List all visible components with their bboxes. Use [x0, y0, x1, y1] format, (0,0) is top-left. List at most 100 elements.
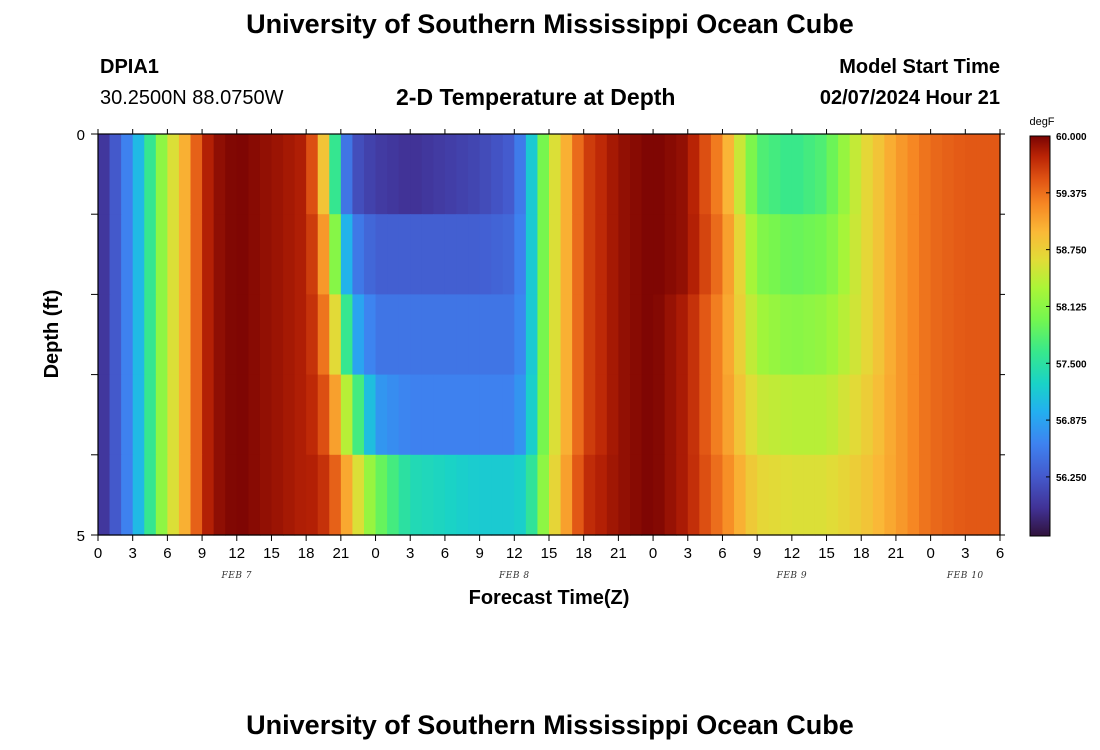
- heatmap-cell: [942, 294, 955, 376]
- x-tick-label: 18: [298, 545, 315, 562]
- heatmap-cell: [178, 214, 192, 295]
- heatmap-cell: [248, 374, 261, 456]
- heatmap-cell: [178, 454, 192, 536]
- heatmap-cell: [375, 134, 388, 215]
- heatmap-cell: [676, 454, 689, 536]
- heatmap-cell: [872, 134, 885, 215]
- heatmap-cell: [213, 294, 226, 376]
- heatmap-cell: [572, 454, 585, 536]
- heatmap-cell: [861, 374, 874, 456]
- heatmap-cell: [583, 374, 596, 456]
- page-title: University of Southern Mississippi Ocean…: [246, 9, 854, 39]
- heatmap-cell: [687, 294, 700, 376]
- heatmap-cell: [271, 214, 284, 295]
- heatmap-cell: [479, 454, 492, 536]
- heatmap-cell: [976, 134, 990, 215]
- x-tick-label: 6: [718, 545, 726, 562]
- x-tick-label: 3: [961, 545, 969, 562]
- heatmap-cell: [768, 214, 781, 295]
- heatmap-cell: [294, 454, 307, 536]
- heatmap-cell: [583, 134, 596, 215]
- heatmap-cell: [283, 294, 296, 376]
- heatmap-cell: [699, 134, 712, 215]
- heatmap-cell: [525, 134, 539, 215]
- heatmap-cell: [953, 454, 966, 536]
- heatmap-cell: [757, 214, 770, 295]
- heatmap-cell: [699, 214, 712, 295]
- heatmap-cell: [537, 294, 550, 376]
- heatmap-cell: [398, 374, 411, 456]
- heatmap-cell: [537, 374, 550, 456]
- heatmap-cell: [352, 294, 365, 376]
- heatmap-cell: [444, 294, 458, 376]
- heatmap-cell: [491, 294, 504, 376]
- heatmap-cell: [468, 454, 481, 536]
- heatmap-cell: [225, 134, 238, 215]
- heatmap-cell: [236, 374, 249, 456]
- heatmap-cell: [98, 134, 111, 215]
- heatmap-cell: [549, 454, 562, 536]
- heatmap-cell: [791, 374, 805, 456]
- heatmap-cell: [317, 374, 330, 456]
- heatmap-cell: [976, 294, 990, 376]
- heatmap-cell: [410, 374, 423, 456]
- x-tick-label: 18: [853, 545, 870, 562]
- heatmap-cell: [618, 214, 631, 295]
- colorbar-unit: degF: [1029, 116, 1054, 128]
- heatmap-cell: [629, 214, 643, 295]
- heatmap-cell: [710, 454, 724, 536]
- x-tick-label: 21: [333, 545, 350, 562]
- heatmap-cell: [213, 374, 226, 456]
- heatmap-cell: [537, 454, 550, 536]
- x-tick-label: 12: [506, 545, 523, 562]
- heatmap-cell: [433, 134, 446, 215]
- heatmap-cell: [294, 134, 307, 215]
- heatmap-cell: [190, 214, 203, 295]
- heatmap-cell: [525, 374, 539, 456]
- heatmap-cell: [502, 374, 515, 456]
- heatmap-cell: [387, 134, 400, 215]
- heatmap-cell: [283, 214, 296, 295]
- heatmap-cell: [722, 454, 735, 536]
- heatmap-cell: [988, 214, 1001, 295]
- heatmap-cell: [595, 134, 608, 215]
- heatmap-cell: [803, 134, 816, 215]
- heatmap-cell: [236, 134, 249, 215]
- heatmap-cell: [953, 374, 966, 456]
- x-tick-label: 15: [541, 545, 558, 562]
- heatmap-cell: [826, 374, 839, 456]
- heatmap-cell: [202, 214, 215, 295]
- heatmap-cell: [132, 214, 145, 295]
- heatmap-cell: [340, 214, 354, 295]
- heatmap-cell: [294, 374, 307, 456]
- heatmap-cell: [872, 374, 885, 456]
- heatmap-cell: [387, 374, 400, 456]
- heatmap-cell: [525, 454, 539, 536]
- heatmap-cell: [537, 134, 550, 215]
- heatmap-cell: [803, 454, 816, 536]
- heatmap-cell: [595, 454, 608, 536]
- heatmap-cell: [363, 294, 377, 376]
- heatmap-cell: [387, 294, 400, 376]
- heatmap-cell: [236, 214, 249, 295]
- heatmap-cell: [259, 454, 273, 536]
- heatmap-cell: [329, 374, 342, 456]
- heatmap-cell: [953, 294, 966, 376]
- heatmap-cell: [329, 454, 342, 536]
- heatmap-cell: [884, 294, 897, 376]
- heatmap-cell: [167, 374, 180, 456]
- heatmap-cell: [884, 454, 897, 536]
- heatmap-cell: [248, 294, 261, 376]
- heatmap-cell: [213, 134, 226, 215]
- heatmap-cell: [849, 214, 862, 295]
- heatmap-cell: [595, 294, 608, 376]
- heatmap-cell: [514, 374, 527, 456]
- heatmap-cell: [352, 454, 365, 536]
- heatmap-cell: [433, 294, 446, 376]
- heatmap-cell: [710, 374, 724, 456]
- heatmap-cell: [849, 454, 862, 536]
- heatmap-cell: [734, 294, 747, 376]
- heatmap-cell: [653, 454, 666, 536]
- heatmap-cell: [606, 374, 619, 456]
- heatmap-cell: [734, 454, 747, 536]
